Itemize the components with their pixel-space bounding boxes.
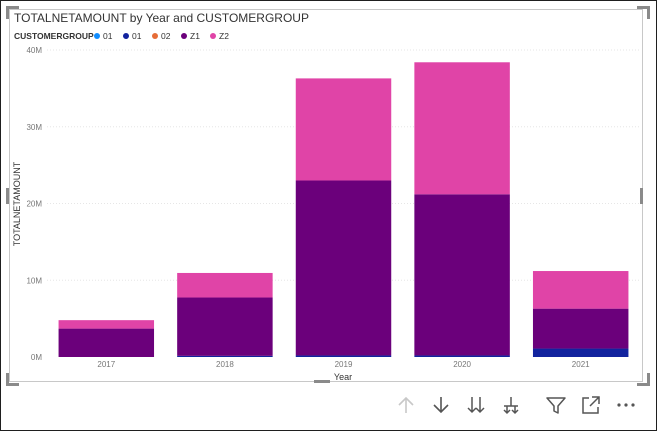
legend: CUSTOMERGROUP 01 01 02 Z1 Z2 [14, 31, 229, 41]
legend-title: CUSTOMERGROUP [14, 31, 94, 41]
bar-2021-series-1[interactable] [532, 348, 629, 357]
x-tick-label: 2017 [97, 360, 115, 369]
legend-label: 01 [103, 31, 113, 41]
resize-handle-top-right[interactable] [637, 6, 650, 19]
bar-2017-series-3[interactable] [58, 328, 155, 357]
bar-2019-series-4[interactable] [295, 78, 392, 181]
resize-handle-left[interactable] [6, 188, 9, 204]
filter-icon[interactable] [544, 393, 568, 417]
more-options-icon[interactable] [614, 393, 638, 417]
y-tick-label: 10M [26, 276, 42, 285]
legend-marker [210, 33, 216, 39]
legend-label: 01 [132, 31, 142, 41]
bar-2018-series-3[interactable] [177, 297, 273, 356]
focus-mode-icon[interactable] [579, 393, 603, 417]
y-axis-title: TOTALNETAMOUNT [12, 161, 22, 246]
bar-2018-series-4[interactable] [177, 272, 273, 298]
x-axis-title: Year [334, 372, 352, 382]
expand-next-level-icon[interactable] [499, 393, 523, 417]
x-tick-label: 2018 [216, 360, 234, 369]
legend-marker [152, 33, 158, 39]
y-tick-label: 40M [26, 46, 42, 55]
bar-2019-series-3[interactable] [295, 180, 392, 356]
legend-marker [123, 33, 129, 39]
resize-handle-bottom-right[interactable] [637, 373, 650, 386]
x-tick-label: 2021 [572, 360, 590, 369]
bar-2017-series-4[interactable] [58, 320, 155, 329]
y-tick-label: 20M [26, 200, 42, 209]
go-to-next-level-icon[interactable] [464, 393, 488, 417]
legend-marker [94, 33, 100, 39]
bar-2020-series-3[interactable] [414, 194, 510, 356]
x-axis: 2017 2018 2019 2020 2021 [97, 360, 590, 369]
legend-marker [181, 33, 187, 39]
y-axis: 0M 10M 20M 30M 40M [26, 46, 42, 362]
bar-2021-series-4[interactable] [532, 271, 629, 309]
x-tick-label: 2019 [335, 360, 353, 369]
resize-handle-bottom-left[interactable] [6, 373, 19, 386]
resize-handle-bottom[interactable] [314, 380, 330, 383]
y-tick-label: 30M [26, 123, 42, 132]
drill-up-icon[interactable] [394, 393, 418, 417]
bar-2020-series-1[interactable] [414, 355, 510, 357]
resize-handle-right[interactable] [640, 188, 643, 204]
legend-label: Z1 [190, 31, 200, 41]
drill-down-icon[interactable] [429, 393, 453, 417]
bar-2018-series-1[interactable] [177, 355, 273, 357]
bar-2019-series-1[interactable] [295, 355, 392, 357]
x-tick-label: 2020 [453, 360, 471, 369]
y-tick-label: 0M [31, 353, 42, 362]
legend-label: 02 [161, 31, 171, 41]
chart-title: TOTALNETAMOUNT by Year and CUSTOMERGROUP [14, 11, 309, 25]
legend-label: Z2 [219, 31, 229, 41]
bar-2021-series-3[interactable] [532, 308, 629, 349]
bars [58, 62, 629, 357]
bar-2020-series-4[interactable] [414, 62, 510, 195]
resize-handle-top-left[interactable] [6, 6, 19, 19]
